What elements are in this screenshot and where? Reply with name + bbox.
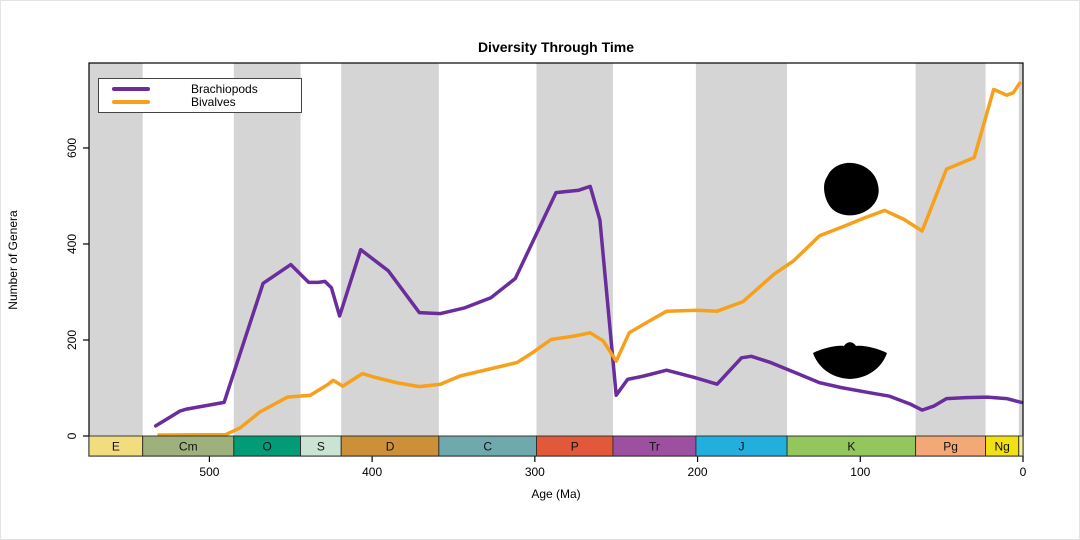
x-tick-label: 0 (1020, 465, 1027, 479)
data-lines (153, 81, 1024, 437)
geologic-period-strip: E Cm O S D C P Tr J K Pg Ng (88, 435, 1024, 457)
period-label: C (483, 440, 492, 454)
period-label: E (112, 440, 120, 454)
bivalves-line-swatch (112, 100, 150, 104)
chart-title: Diversity Through Time (477, 39, 635, 55)
x-tick-label: 400 (362, 465, 382, 479)
bivalve-silhouette-icon (824, 162, 879, 216)
x-tick-label: 100 (850, 465, 870, 479)
period-label: J (738, 440, 744, 454)
x-tick-label: 200 (688, 465, 708, 479)
shaded-period-bands (89, 63, 1023, 436)
shaded-band (695, 63, 788, 436)
legend: Brachiopods Bivalves (98, 78, 302, 113)
shaded-band (341, 63, 439, 436)
y-tick-label: 0 (65, 432, 79, 439)
period-label: P (571, 440, 579, 454)
shaded-band (536, 63, 613, 436)
x-tick-label: 300 (525, 465, 545, 479)
shaded-band (233, 63, 301, 436)
shaded-band (1018, 63, 1023, 436)
period-label: K (847, 440, 855, 454)
legend-label-brachiopods: Brachiopods (191, 82, 258, 96)
period-label: Pg (943, 440, 958, 454)
x-tick-label: 500 (199, 465, 219, 479)
brachiopod-silhouette-icon (813, 342, 887, 379)
period-label: S (317, 440, 325, 454)
silhouettes (813, 162, 887, 379)
legend-row-bivalves: Bivalves (99, 96, 301, 108)
legend-label-bivalves: Bivalves (191, 95, 236, 109)
shaded-band (915, 63, 986, 436)
period-label: O (263, 440, 272, 454)
series-line-bivalves (157, 81, 1022, 437)
x-axis-title: Age (Ma) (531, 487, 581, 501)
period-band (1018, 435, 1024, 457)
shaded-band (89, 63, 143, 436)
period-label: Tr (649, 440, 660, 454)
period-label: Cm (179, 440, 198, 454)
y-tick-label: 400 (65, 234, 79, 254)
series-line-brachiopods (153, 184, 1024, 428)
period-label: D (386, 440, 395, 454)
y-tick-label: 600 (65, 138, 79, 158)
period-label: Ng (995, 440, 1010, 454)
y-tick-label: 200 (65, 330, 79, 350)
brachiopods-line-swatch (112, 87, 150, 91)
axis-ticks: 500 400 300 200 100 0 0 200 400 600 (65, 138, 1027, 479)
legend-row-brachiopods: Brachiopods (99, 83, 301, 95)
